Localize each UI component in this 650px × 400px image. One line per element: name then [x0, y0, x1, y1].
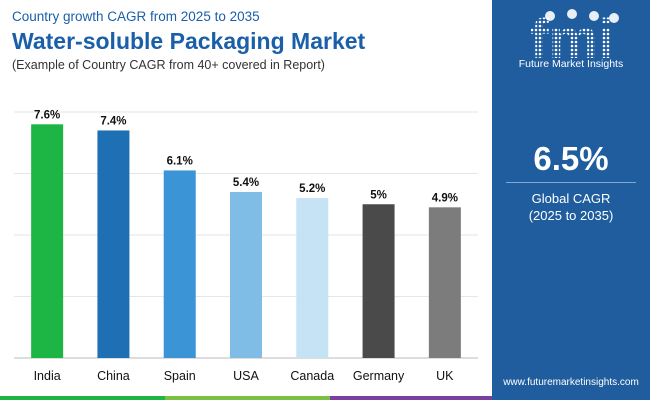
bar-canada [296, 198, 329, 358]
x-tick-label-uk: UK [436, 369, 454, 383]
global-cagr-range: (2025 to 2035) [528, 208, 614, 223]
bottom-accent-blue [492, 396, 650, 400]
x-tick-label-india: India [34, 369, 61, 383]
global-cagr-label: Global CAGR [531, 191, 611, 206]
bottom-accent-purple [330, 396, 492, 400]
sidebar-panel: fmi Future Market Insights 6.5% Global C… [492, 0, 650, 400]
x-tick-label-germany: Germany [353, 369, 405, 383]
bar-india [31, 124, 64, 358]
chart-bars [31, 124, 461, 358]
chart-subtitle: Country growth CAGR from 2025 to 2035 [12, 9, 260, 24]
logo-tagline: Future Market Insights [518, 58, 624, 70]
bar-uk [428, 207, 461, 358]
fmi-logo-icon: fmi [530, 8, 619, 70]
chart-header: Country growth CAGR from 2025 to 2035 Wa… [12, 8, 482, 73]
x-tick-label-canada: Canada [290, 369, 334, 383]
website-link[interactable]: www.futuremarketinsights.com [503, 377, 639, 388]
chart-note: (Example of Country CAGR from 40+ covere… [12, 58, 325, 72]
x-tick-label-usa: USA [233, 369, 259, 383]
bar-china [97, 130, 130, 358]
data-label-india: 7.6% [34, 109, 60, 121]
data-label-canada: 5.2% [299, 183, 325, 195]
bar-spain [163, 170, 196, 358]
data-label-uk: 4.9% [432, 192, 458, 204]
cagr-divider [506, 182, 636, 183]
data-label-spain: 6.1% [167, 155, 193, 167]
data-label-germany: 5% [370, 189, 387, 201]
chart-title: Water-soluble Packaging Market [12, 28, 366, 54]
bottom-accent-lime [165, 396, 330, 400]
data-label-usa: 5.4% [233, 177, 259, 189]
bar-germany [362, 204, 395, 358]
global-cagr-value: 6.5% [533, 140, 609, 177]
data-label-china: 7.4% [100, 115, 126, 127]
x-tick-label-spain: Spain [164, 369, 196, 383]
bottom-accent-green [0, 396, 165, 400]
x-tick-label-china: China [97, 369, 130, 383]
bar-chart: 7.6% India 7.4% China 6.1% Spain 5.4% USA 5.2% Ca… [14, 109, 478, 383]
bar-usa [230, 191, 262, 358]
chart-labels: 7.6% India 7.4% China 6.1% Spain 5.4% USA 5.2% Ca… [34, 109, 458, 383]
